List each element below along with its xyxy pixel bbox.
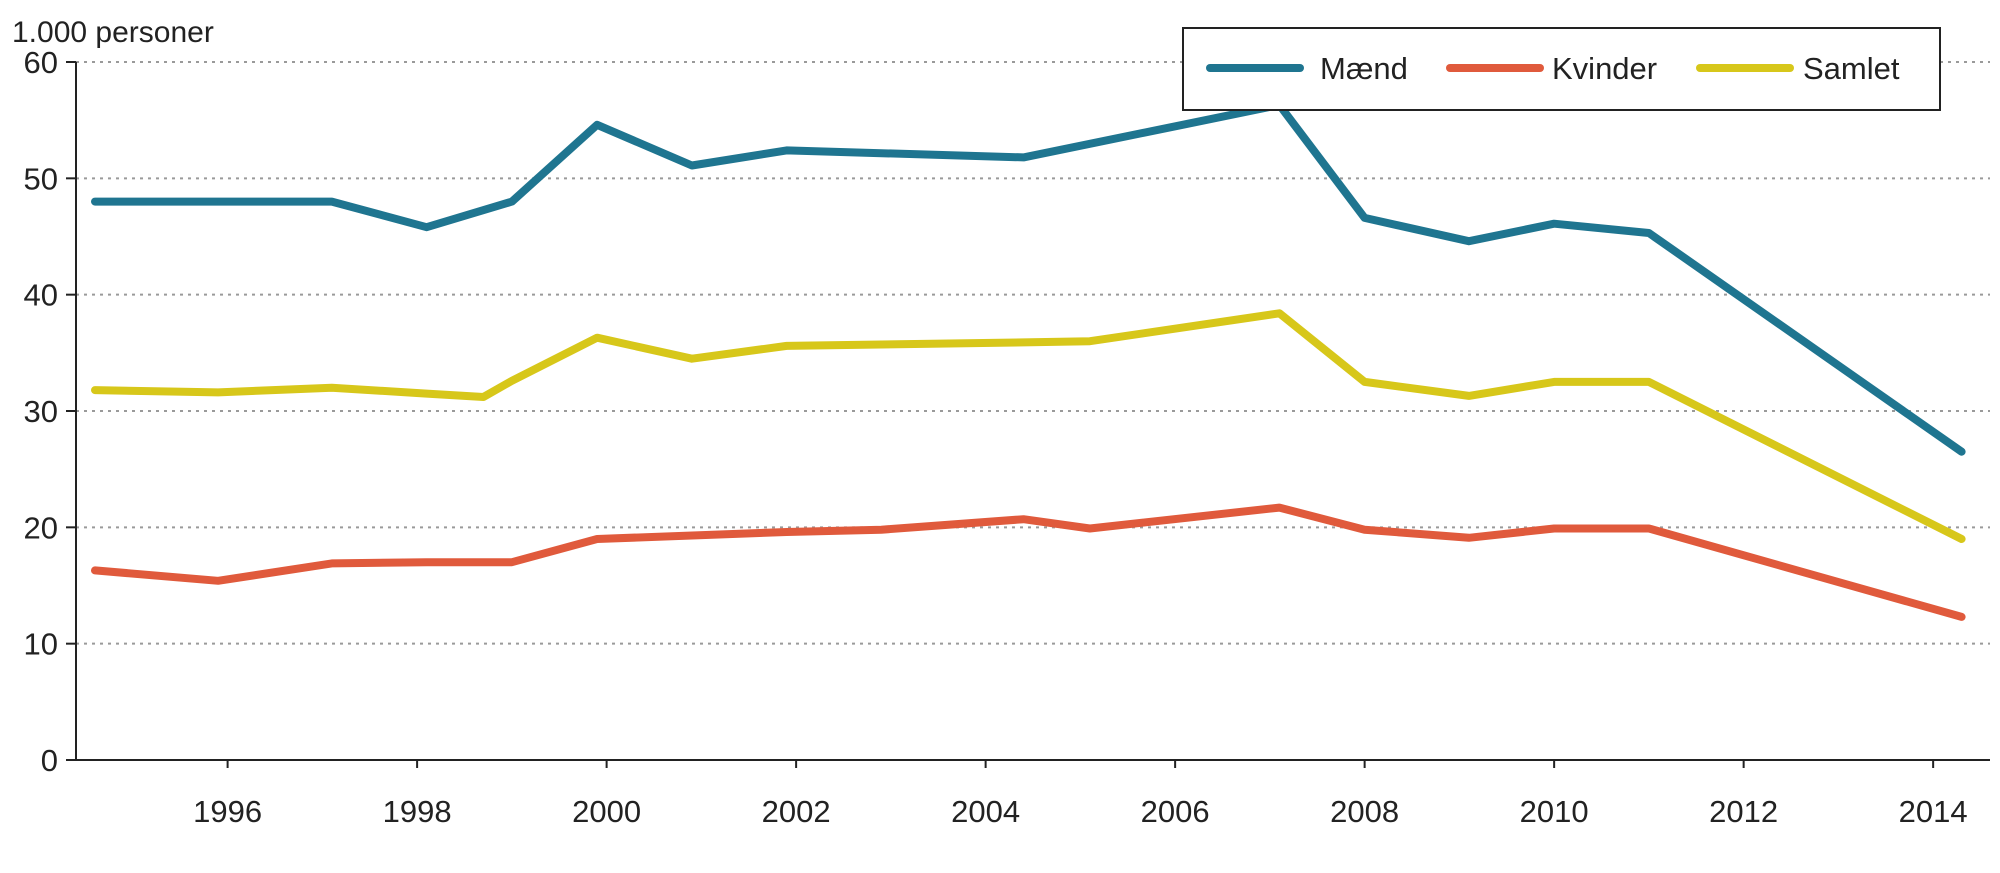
series-point <box>510 561 513 564</box>
legend: Mænd Kvinder Samlet <box>1182 27 1941 111</box>
y-axis-unit-label: 1.000 personer <box>12 16 214 49</box>
series-point <box>425 392 428 395</box>
series-point <box>94 569 96 572</box>
series-point <box>330 562 333 565</box>
series-point <box>596 336 599 339</box>
series-point <box>785 531 788 533</box>
series-layer <box>91 101 1966 621</box>
series-point <box>217 579 220 582</box>
series-point <box>1647 232 1650 234</box>
series-point <box>1553 527 1556 530</box>
y-tick-label: 50 <box>24 161 58 196</box>
series-point <box>1960 450 1963 453</box>
series-point <box>1960 538 1963 540</box>
series-2 <box>91 309 1966 543</box>
series-point <box>425 561 428 564</box>
x-tick-label: 1998 <box>383 794 452 829</box>
series-point <box>1022 518 1025 521</box>
series-point <box>1553 222 1556 225</box>
series-point <box>1647 380 1650 383</box>
series-point <box>690 357 693 360</box>
x-tick-label: 1996 <box>193 794 262 829</box>
x-tick-label: 2006 <box>1141 794 1210 829</box>
series-point <box>690 164 693 167</box>
legend-item: Kvinder <box>1446 51 1657 86</box>
y-tick-label: 20 <box>24 510 58 545</box>
y-tick-label: 10 <box>24 627 58 662</box>
series-point <box>785 149 788 152</box>
series-point <box>1363 380 1366 383</box>
series-point <box>330 386 333 389</box>
series-point <box>330 200 333 203</box>
y-tick-label: 30 <box>24 394 58 429</box>
series-point <box>1363 216 1366 219</box>
y-tick-label: 0 <box>41 743 58 778</box>
series-point <box>217 200 220 203</box>
series-point <box>1647 527 1650 530</box>
x-tick-label: 2014 <box>1899 794 1968 829</box>
series-point <box>596 123 599 126</box>
x-tick-label: 2012 <box>1709 794 1778 829</box>
grid-layer <box>76 61 1990 645</box>
series-point <box>1278 312 1281 315</box>
x-tick-label: 2002 <box>762 794 831 829</box>
series-point <box>510 200 513 203</box>
x-tick-label: 2000 <box>572 794 641 829</box>
series-0 <box>91 101 1966 456</box>
series-point <box>1022 156 1025 159</box>
legend-box <box>1182 27 1941 111</box>
series-point <box>425 226 428 229</box>
series-line <box>91 503 1966 621</box>
series-point <box>1363 528 1366 531</box>
series-point <box>94 389 96 392</box>
series-point <box>1467 394 1470 397</box>
series-point <box>94 200 96 203</box>
series-point <box>1467 536 1470 539</box>
y-tick-label: 60 <box>24 45 58 80</box>
legend-label: Kvinder <box>1552 51 1657 86</box>
x-tick-label: 2004 <box>951 794 1020 829</box>
legend-item: Mænd <box>1206 51 1408 86</box>
series-line <box>91 309 1966 543</box>
series-point <box>217 391 220 394</box>
series-point <box>482 396 485 398</box>
series-point <box>1553 380 1556 383</box>
series-point <box>785 344 788 347</box>
series-point <box>1960 615 1963 618</box>
series-point <box>1088 340 1091 343</box>
legend-label: Samlet <box>1803 51 1900 86</box>
series-point <box>596 538 599 540</box>
series-point <box>1467 240 1470 243</box>
x-tick-label: 2010 <box>1520 794 1589 829</box>
series-1 <box>91 503 1966 621</box>
series-point <box>1022 341 1025 344</box>
series-point <box>880 528 883 531</box>
series-point <box>1278 506 1281 509</box>
series-point <box>1088 527 1091 530</box>
legend-label: Mænd <box>1320 51 1408 86</box>
legend-item: Samlet <box>1696 51 1900 86</box>
x-tick-label: 2008 <box>1330 794 1399 829</box>
tick-layer: 0 10 20 30 40 50 60 1996 1998 2000 2002 2004 2006 200… <box>24 45 1968 829</box>
y-tick-label: 40 <box>24 278 58 313</box>
series-point <box>510 379 513 382</box>
